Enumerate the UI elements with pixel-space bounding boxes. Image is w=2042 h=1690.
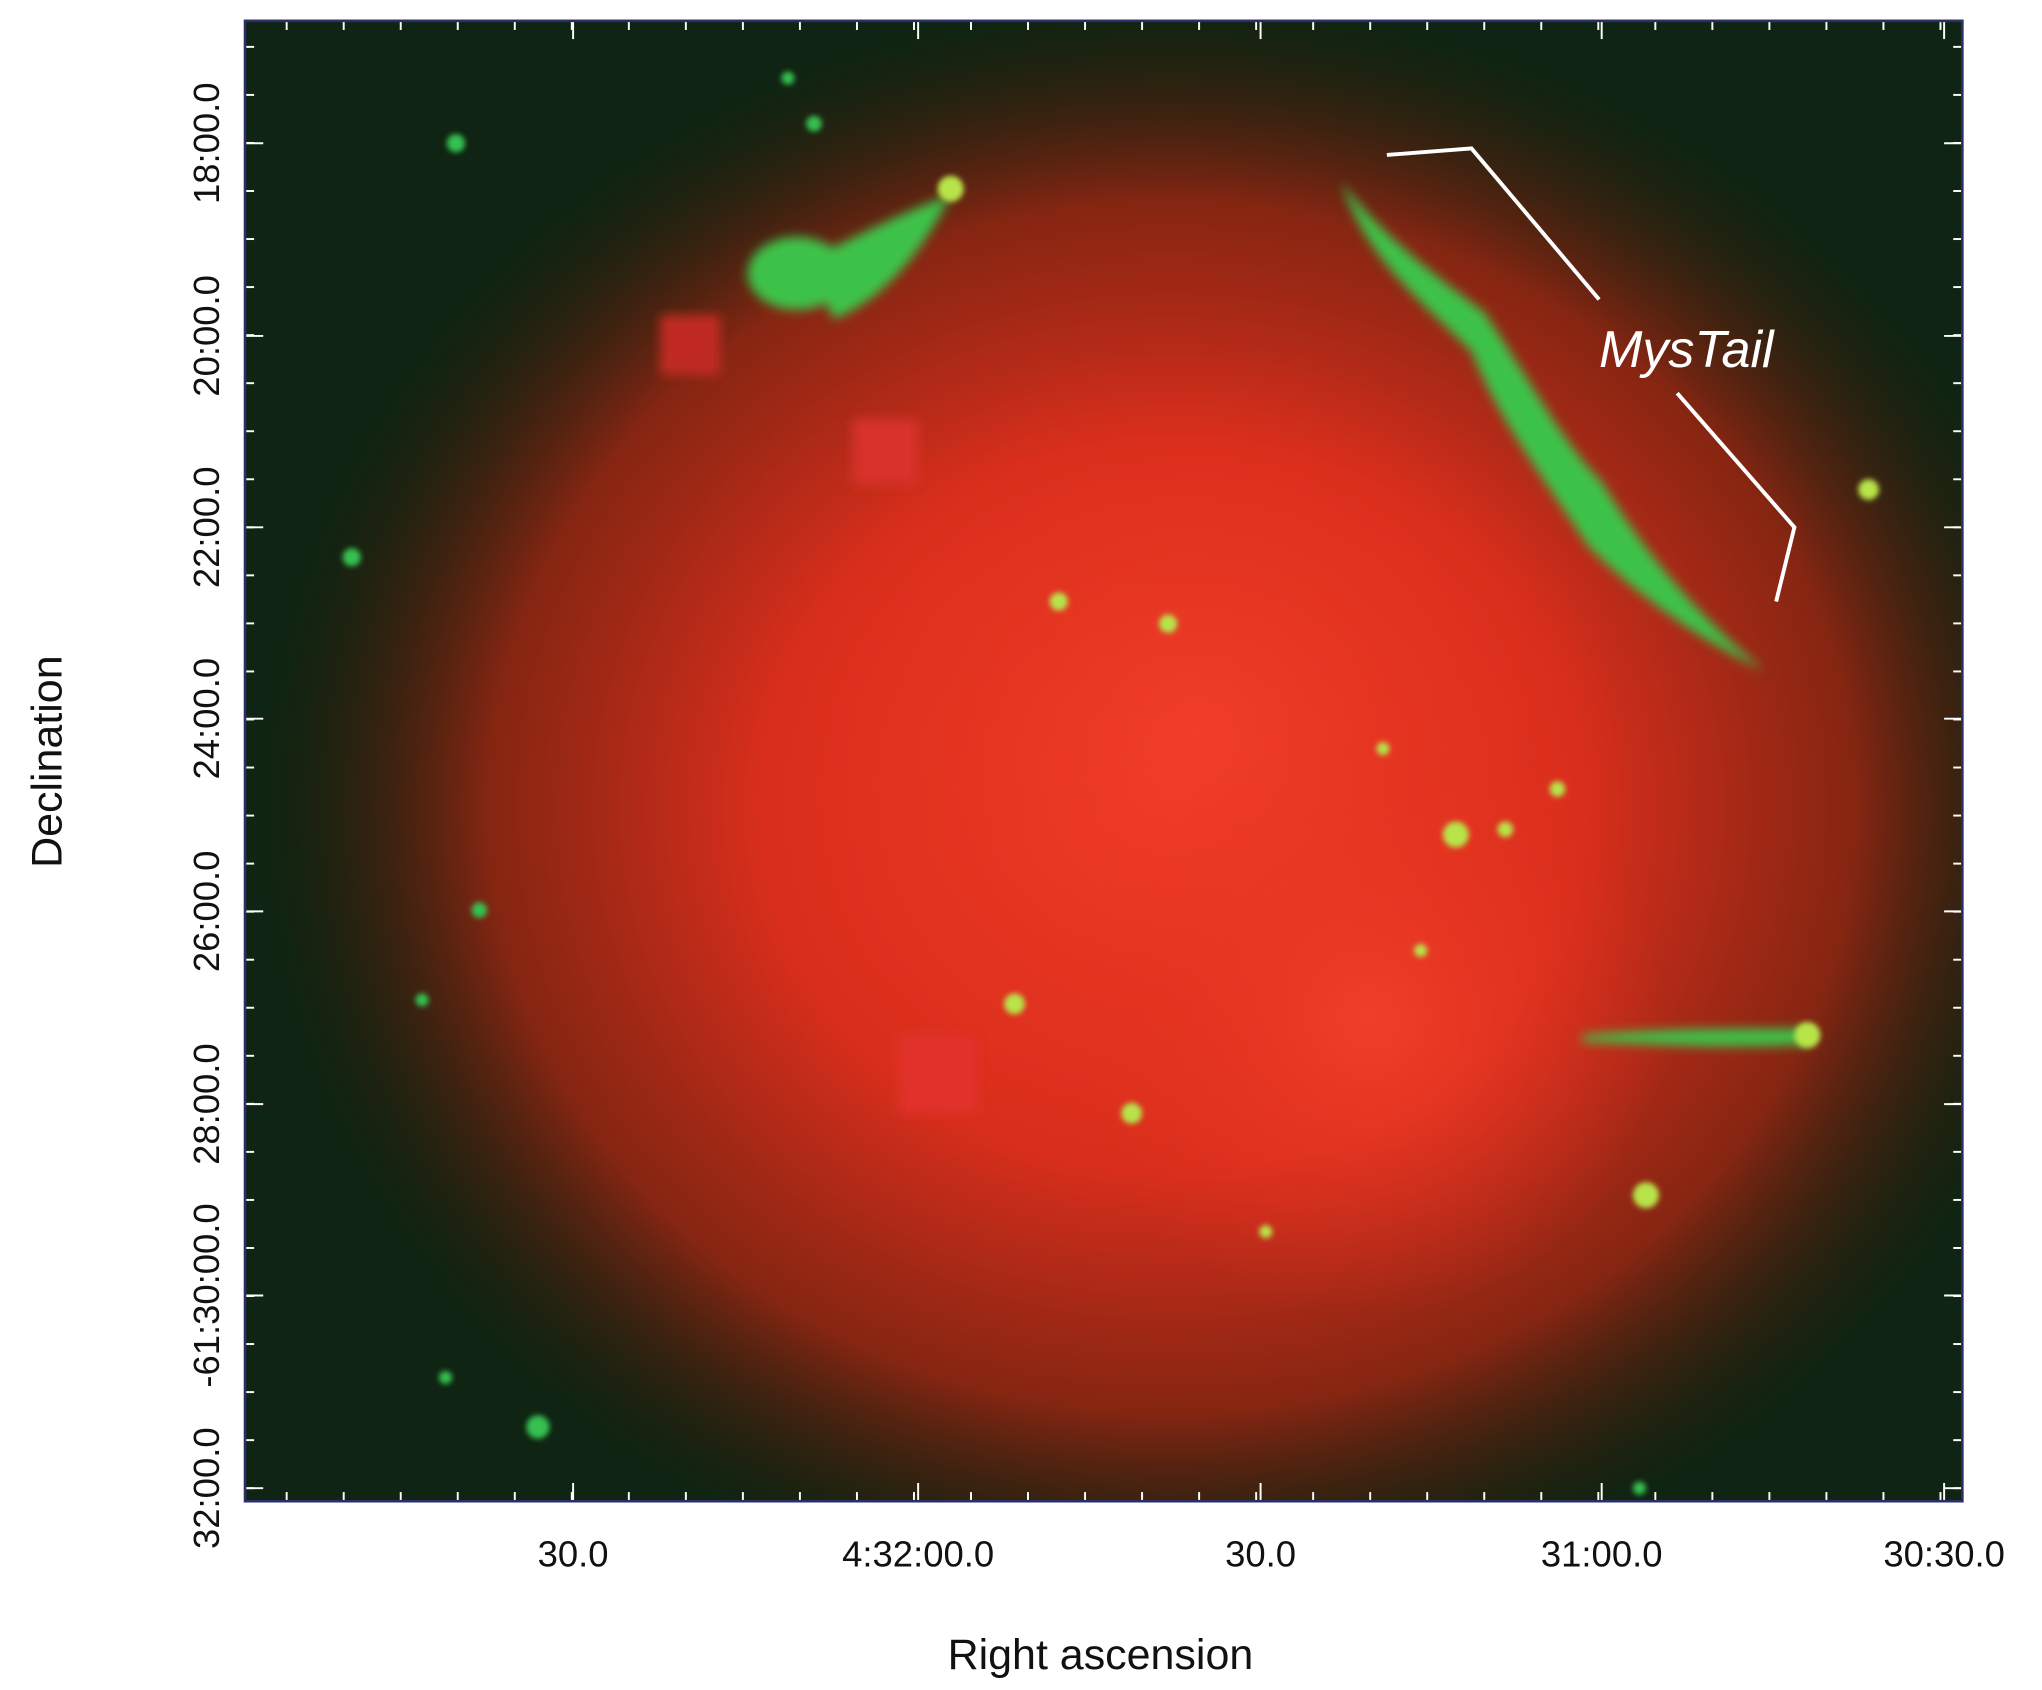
x-tick-label: 30.0 [1225,1533,1296,1574]
sky-image: MysTail [245,20,1963,1502]
x-tick-label: 4:32:00.0 [842,1533,994,1574]
x-tick-label: 31:00.0 [1541,1533,1663,1574]
plot-frame [243,19,1964,1503]
annotation-bracket [1386,146,1797,602]
y-tick-label: 20:00.0 [186,275,227,397]
x-tick-label: 30.0 [538,1533,609,1574]
y-axis-title: Declination [23,655,71,868]
y-tick-label: 28:00.0 [186,1043,227,1165]
x-axis-title: Right ascension [948,1631,1254,1679]
y-tick-label: 24:00.0 [186,658,227,780]
y-tick-label: 32:00.0 [186,1427,227,1549]
y-tick-label: 26:00.0 [186,851,227,973]
y-tick-label: -61:30:00.0 [186,1203,227,1387]
ticks: 30.0 4:32:00.0 30.0 31:00.0 30:30.0 18:00.0 20… [186,20,2005,1574]
y-tick-label: 22:00.0 [186,467,227,589]
x-tick-label: 30:30.0 [1883,1533,2005,1574]
annotation: MysTail [1599,321,1775,379]
y-tick-label: 18:00.0 [186,82,227,204]
